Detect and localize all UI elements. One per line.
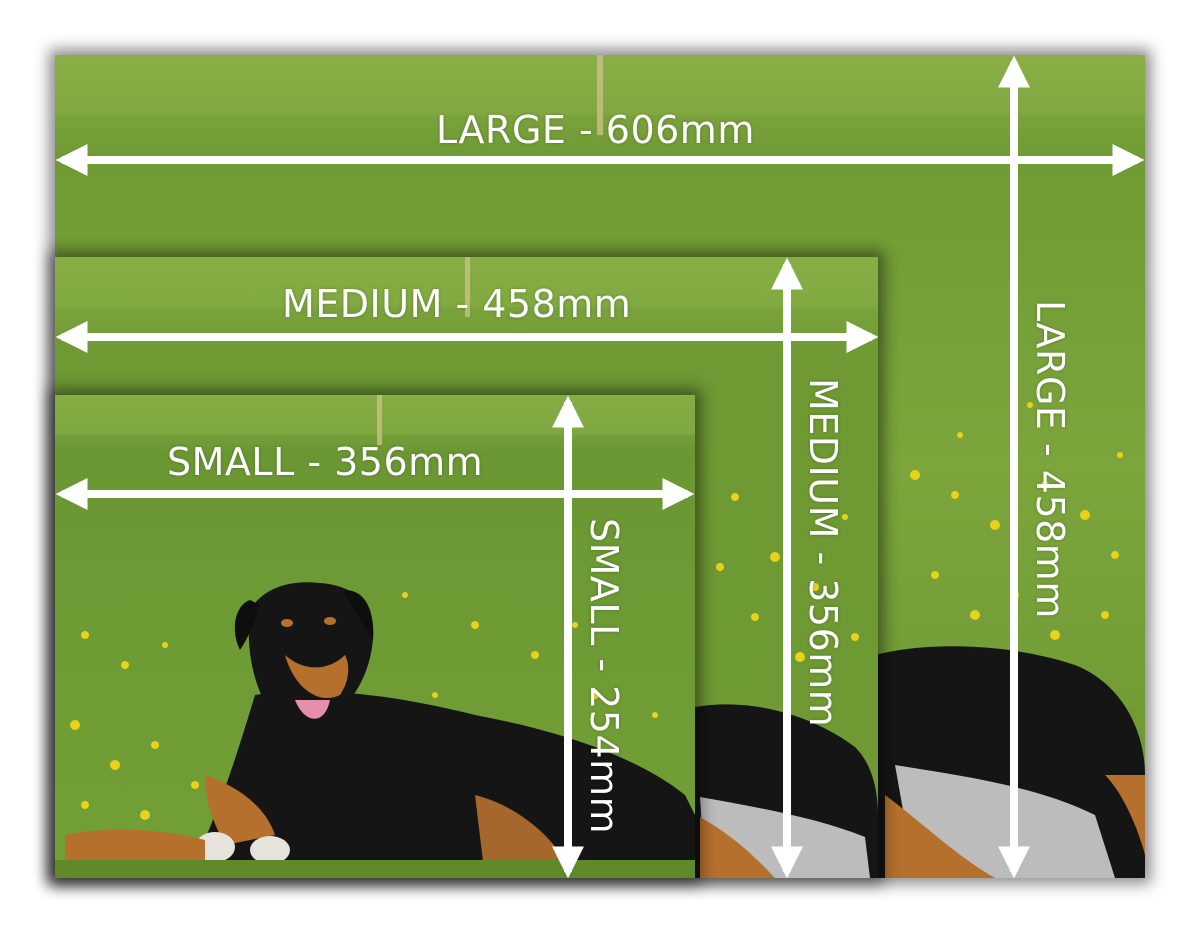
medium-height-label: MEDIUM - 356mm bbox=[801, 378, 845, 728]
small-height-label: SMALL - 254mm bbox=[582, 518, 626, 835]
large-width-label: LARGE - 606mm bbox=[436, 108, 755, 152]
small-width-label: SMALL - 356mm bbox=[167, 440, 484, 484]
large-height-label: LARGE - 458mm bbox=[1028, 300, 1072, 619]
medium-width-label: MEDIUM - 458mm bbox=[282, 282, 632, 326]
